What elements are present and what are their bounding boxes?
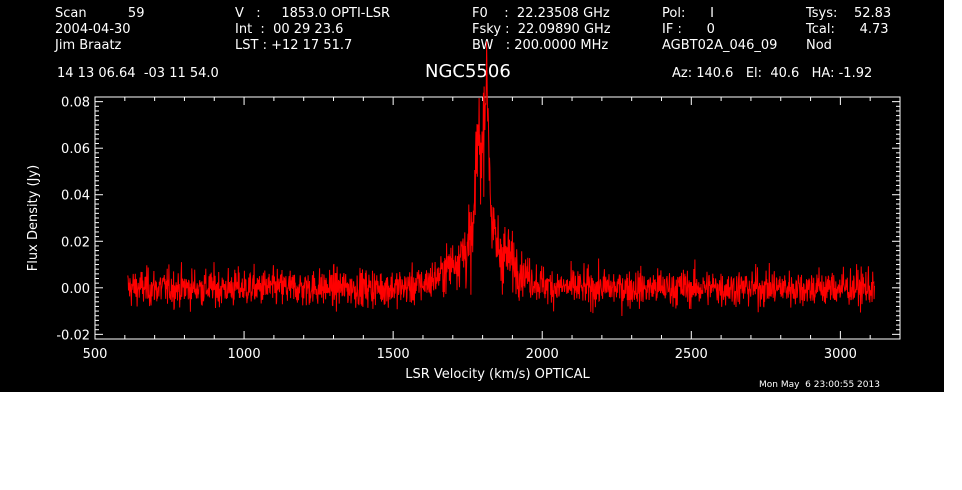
spectrum-series-line — [127, 41, 875, 317]
velocity-label: V : 1853.0 OPTI-LSR — [235, 6, 391, 21]
date-label: 2004-04-30 — [55, 22, 131, 37]
x-tick-label: 1500 — [377, 347, 410, 362]
nod-label: Nod — [806, 38, 832, 53]
y-tick-label: -0.02 — [56, 328, 90, 343]
x-tick-label: 3000 — [824, 347, 857, 362]
y-tick-label: 0.04 — [61, 189, 90, 204]
observer-label: Jim Braatz — [55, 38, 122, 53]
y-tick-label: 0.06 — [61, 142, 90, 157]
project-label: AGBT02A_046_09 — [662, 38, 778, 53]
x-tick-label: 2500 — [675, 347, 708, 362]
if-label: IF : 0 — [662, 22, 715, 37]
x-tick-label: 2000 — [526, 347, 559, 362]
plot-panel: Scan 59 2004-04-30 Jim Braatz V : 1853.0… — [0, 0, 944, 392]
y-tick-label: 0.08 — [61, 96, 90, 111]
y-tick-label: 0.00 — [61, 282, 90, 297]
x-tick-label: 500 — [83, 347, 108, 362]
az-el-ha-label: Az: 140.6 El: 40.6 HA: -1.92 — [672, 66, 873, 81]
tcal-label: Tcal: 4.73 — [806, 22, 889, 37]
x-tick-label: 1000 — [228, 347, 261, 362]
y-tick-label: 0.02 — [61, 235, 90, 250]
bandwidth-label: BW : 200.0000 MHz — [472, 38, 609, 53]
pol-label: Pol: I — [662, 6, 714, 21]
lst-label: LST : +12 17 51.7 — [235, 38, 353, 53]
fsky-label: Fsky : 22.09890 GHz — [472, 22, 611, 37]
timestamp: Mon May 6 23:00:55 2013 — [759, 380, 880, 390]
x-axis-label: LSR Velocity (km/s) OPTICAL — [405, 367, 590, 382]
spectrum-chart: 500 1000 1500 2000 2500 3000 -0.02 0.00 0.02 0.04… — [26, 41, 901, 382]
integration-label: Int : 00 29 23.6 — [235, 22, 344, 37]
source-title: NGC5506 — [425, 61, 511, 82]
y-axis-label: Flux Density (Jy) — [26, 165, 41, 271]
coordinates-label: 14 13 06.64 -03 11 54.0 — [57, 66, 219, 81]
scan-label: Scan 59 — [55, 6, 145, 21]
f0-label: F0 : 22.23508 GHz — [472, 6, 610, 21]
tsys-label: Tsys: 52.83 — [806, 6, 892, 21]
